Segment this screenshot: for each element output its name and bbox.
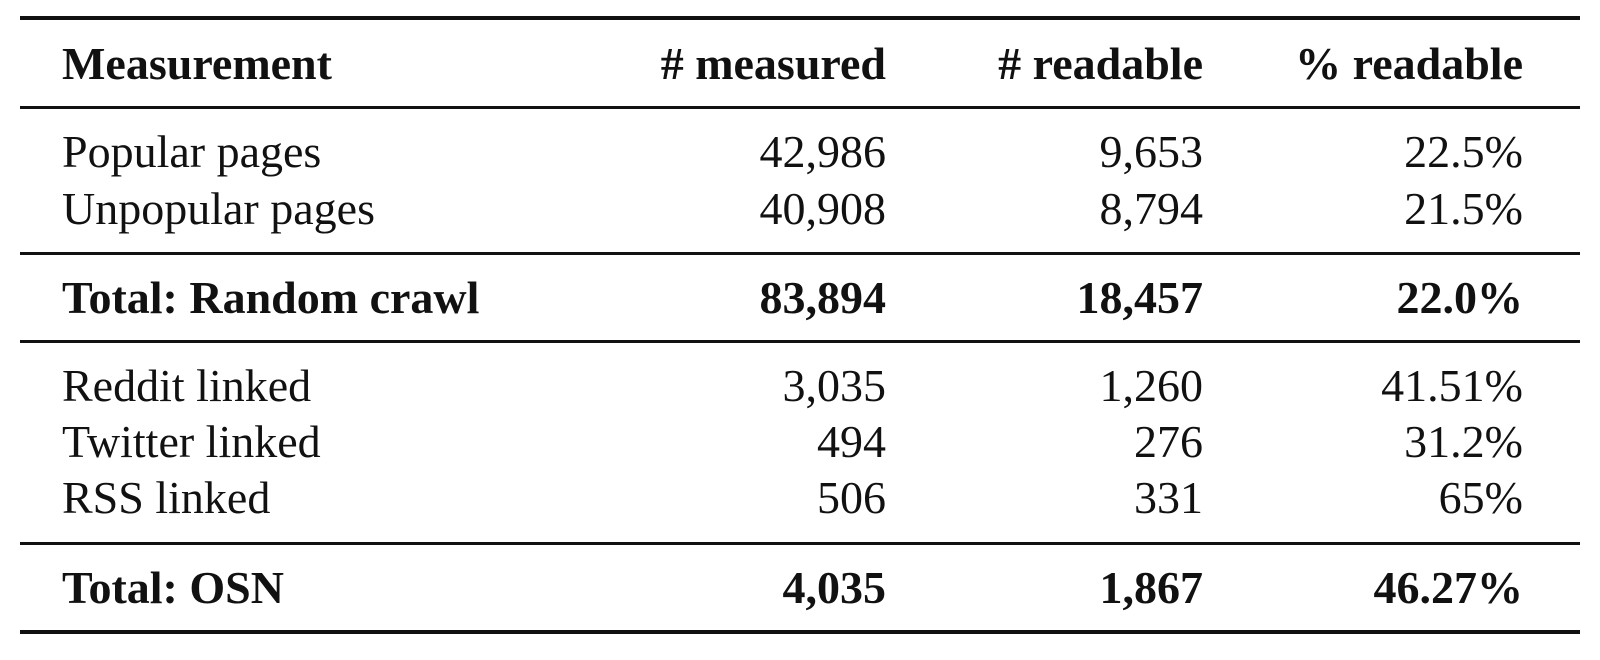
row-label: Popular pages <box>62 126 322 177</box>
row-percent: 31.2% <box>1404 416 1523 467</box>
row-percent: 22.5% <box>1404 126 1523 177</box>
group-rule <box>20 340 1580 343</box>
bottom-rule <box>20 630 1580 634</box>
top-rule <box>20 16 1580 20</box>
row-readable: 1,260 <box>1099 360 1204 411</box>
table-row: Popular pages 42,986 9,653 22.5% <box>20 124 1580 180</box>
table-row: RSS linked 506 331 65% <box>20 470 1580 526</box>
row-percent: 41.51% <box>1381 360 1523 411</box>
total-measured: 4,035 <box>782 562 887 613</box>
group-rule <box>20 542 1580 545</box>
group-rule <box>20 252 1580 255</box>
total-row: Total: Random crawl 83,894 18,457 22.0% <box>20 270 1580 326</box>
row-readable: 8,794 <box>1099 183 1204 234</box>
header-measurement: Measurement <box>62 38 332 89</box>
row-readable: 331 <box>1134 472 1203 523</box>
total-percent: 22.0% <box>1396 272 1524 323</box>
total-measured: 83,894 <box>759 272 887 323</box>
row-measured: 494 <box>817 416 886 467</box>
row-readable: 9,653 <box>1099 126 1204 177</box>
total-percent: 46.27% <box>1373 562 1524 613</box>
row-measured: 506 <box>817 472 886 523</box>
total-label: Total: OSN <box>62 562 284 613</box>
total-label: Total: Random crawl <box>62 272 480 323</box>
table-row: Twitter linked 494 276 31.2% <box>20 414 1580 470</box>
header-rule <box>20 106 1580 109</box>
header-percent-readable: % readable <box>1295 38 1523 89</box>
row-percent: 65% <box>1438 472 1523 523</box>
header-row: Measurement # measured # readable % read… <box>20 36 1580 92</box>
table-row: Reddit linked 3,035 1,260 41.51% <box>20 358 1580 414</box>
row-measured: 40,908 <box>759 183 887 234</box>
row-label: Reddit linked <box>62 360 312 411</box>
header-readable: # readable <box>998 38 1203 89</box>
row-label: RSS linked <box>62 472 271 523</box>
total-readable: 18,457 <box>1076 272 1204 323</box>
row-measured: 3,035 <box>782 360 887 411</box>
total-readable: 1,867 <box>1099 562 1204 613</box>
row-label: Twitter linked <box>62 416 321 467</box>
row-label: Unpopular pages <box>62 183 375 234</box>
total-row: Total: OSN 4,035 1,867 46.27% <box>20 560 1580 616</box>
row-measured: 42,986 <box>759 126 887 177</box>
header-measured: # measured <box>660 38 886 89</box>
row-readable: 276 <box>1134 416 1203 467</box>
row-percent: 21.5% <box>1404 183 1523 234</box>
table-row: Unpopular pages 40,908 8,794 21.5% <box>20 181 1580 237</box>
